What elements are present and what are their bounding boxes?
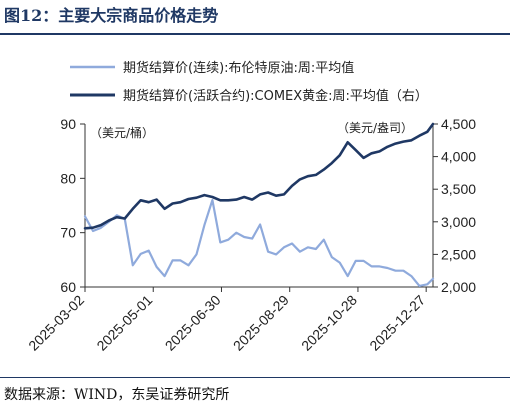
left-tick-label: 60 xyxy=(60,279,76,295)
price-chart: 期货结算价(连续):布伦特原油:周:平均值 期货结算价(活跃合约):COMEX黄… xyxy=(25,60,476,354)
series-layer xyxy=(83,122,435,287)
x-tick-label: 2025-03-02 xyxy=(25,292,87,354)
right-tick-label: 2,500 xyxy=(441,246,476,262)
right-tick-label: 3,500 xyxy=(441,181,476,197)
right-axis-unit: （美元/盎司） xyxy=(337,121,413,135)
right-tick-label: 2,000 xyxy=(441,279,476,295)
right-tick-label: 4,000 xyxy=(441,149,476,165)
gold-series-line xyxy=(83,122,435,230)
legend-gold-label: 期货结算价(活跃合约):COMEX黄金:周:平均值（右） xyxy=(123,88,428,104)
legend: 期货结算价(连续):布伦特原油:周:平均值 期货结算价(活跃合约):COMEX黄… xyxy=(70,60,428,104)
x-tick-label: 2025-05-01 xyxy=(93,292,155,354)
x-axis-ticks: 2025-03-02 2025-05-01 2025-06-30 2025-08-29… xyxy=(25,287,428,354)
left-axis-ticks: 60 70 80 90 xyxy=(60,116,85,295)
right-tick-label: 3,000 xyxy=(441,214,476,230)
source-note: 数据来源：WIND，东吴证券研究所 xyxy=(4,387,230,403)
left-axis-unit: （美元/桶） xyxy=(90,125,154,140)
left-tick-label: 90 xyxy=(60,116,76,132)
right-tick-label: 4,500 xyxy=(441,116,476,132)
title-divider xyxy=(0,33,510,35)
right-axis-ticks: 2,000 2,500 3,000 3,500 4,000 4,500 xyxy=(433,116,476,295)
x-tick-label: 2025-06-30 xyxy=(162,292,224,354)
plot-area: （美元/桶） （美元/盎司） 60 70 80 90 2,000 2,500 3,000 3… xyxy=(25,116,476,354)
x-tick-label: 2025-12-27 xyxy=(366,292,428,354)
page-title: 图12：主要大宗商品价格走势 xyxy=(4,6,219,25)
legend-brent-label: 期货结算价(连续):布伦特原油:周:平均值 xyxy=(123,60,354,76)
brent-series-line xyxy=(83,199,435,287)
source-divider xyxy=(0,377,510,378)
x-tick-label: 2025-08-29 xyxy=(230,292,292,354)
x-tick-label: 2025-10-28 xyxy=(298,292,360,354)
left-tick-label: 70 xyxy=(60,225,76,241)
left-tick-label: 80 xyxy=(60,170,76,186)
